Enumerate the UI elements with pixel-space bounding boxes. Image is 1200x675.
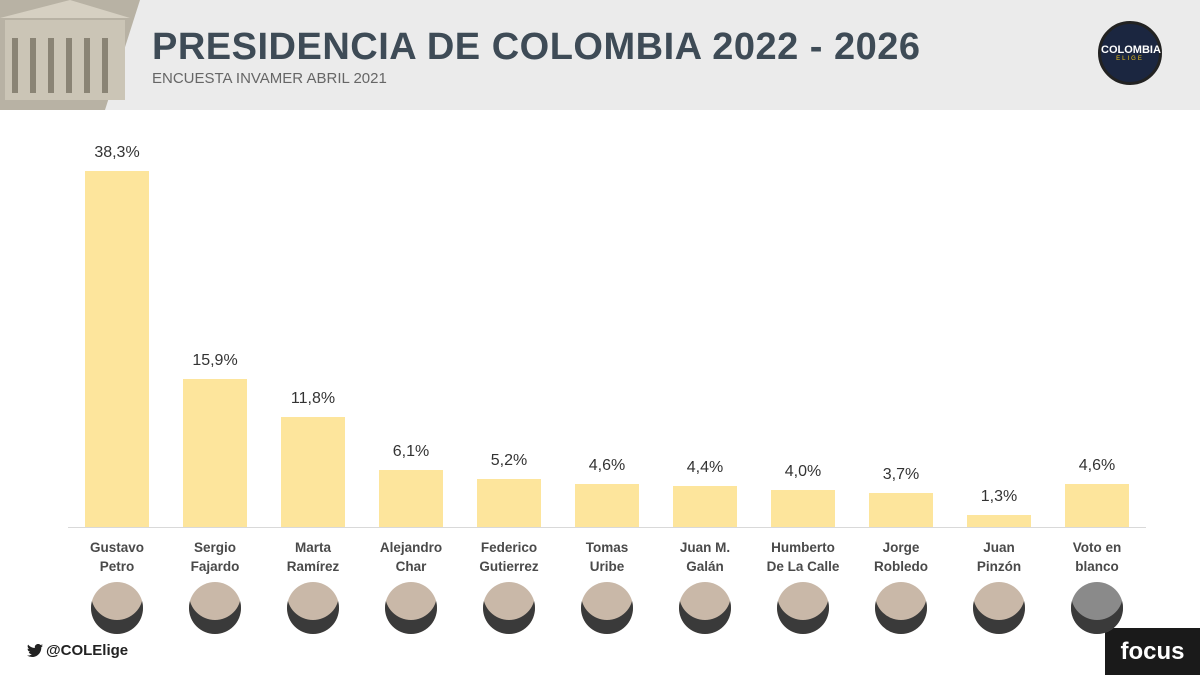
bar xyxy=(575,484,639,527)
avatar xyxy=(875,582,927,634)
avatar xyxy=(483,582,535,634)
header-band xyxy=(0,0,1200,110)
bar xyxy=(183,379,247,527)
bar xyxy=(967,514,1031,527)
chart-title: PRESIDENCIA DE COLOMBIA 2022 - 2026 xyxy=(152,26,921,68)
bar xyxy=(85,171,149,527)
x-tick-label: Tomas Uribe xyxy=(585,540,629,574)
x-tick-label: Sergio Fajardo xyxy=(190,540,240,574)
avatar xyxy=(777,582,829,634)
value-label: 15,9% xyxy=(192,352,238,370)
bar xyxy=(477,478,541,527)
value-label: 11,8% xyxy=(290,390,336,408)
logo: COLOMBIA ELIGE xyxy=(1098,21,1162,85)
avatar xyxy=(91,582,143,634)
avatar xyxy=(679,582,731,634)
baseline xyxy=(68,527,1146,528)
value-label: 5,2% xyxy=(490,451,528,469)
value-label: 1,3% xyxy=(980,487,1018,505)
header-photo xyxy=(0,0,140,110)
value-label: 38,3% xyxy=(94,144,140,161)
bar xyxy=(281,417,345,527)
value-label: 4,4% xyxy=(686,459,724,477)
handle: @COLElige xyxy=(46,642,129,659)
x-tick-label: Federico Gutierrez xyxy=(479,540,539,574)
x-tick-label: Jorge Robledo xyxy=(874,540,928,574)
x-tick-label: Alejandro Char xyxy=(379,540,443,574)
twitter-icon xyxy=(27,644,43,657)
chart-subtitle: ENCUESTA INVAMER ABRIL 2021 xyxy=(152,70,387,87)
x-tick-label: Voto en blanco xyxy=(1072,540,1122,574)
value-label: 4,6% xyxy=(1078,457,1116,475)
avatar xyxy=(1071,582,1123,634)
bar xyxy=(379,470,443,527)
brand: focus xyxy=(1105,628,1200,675)
avatar xyxy=(385,582,437,634)
value-label: 6,1% xyxy=(392,443,430,461)
x-tick-label: Gustavo Petro xyxy=(89,540,144,574)
avatar xyxy=(973,582,1025,634)
x-tick-label: Juan M. Galán xyxy=(679,540,731,574)
x-tick-label: Marta Ramírez xyxy=(286,540,340,574)
x-tick-label: Juan Pinzón xyxy=(976,540,1022,574)
bar xyxy=(869,492,933,527)
x-tick-label: Humberto De La Calle xyxy=(766,540,840,574)
bar xyxy=(1065,484,1129,527)
bar xyxy=(771,489,835,527)
value-label: 3,7% xyxy=(882,465,920,483)
avatar xyxy=(581,582,633,634)
logo-subtext: ELIGE xyxy=(1116,56,1144,62)
value-label: 4,6% xyxy=(588,457,626,475)
bar xyxy=(673,486,737,527)
value-label: 4,0% xyxy=(784,462,822,480)
avatar xyxy=(189,582,241,634)
avatar xyxy=(287,582,339,634)
logo-text: COLOMBIA xyxy=(1101,44,1161,56)
